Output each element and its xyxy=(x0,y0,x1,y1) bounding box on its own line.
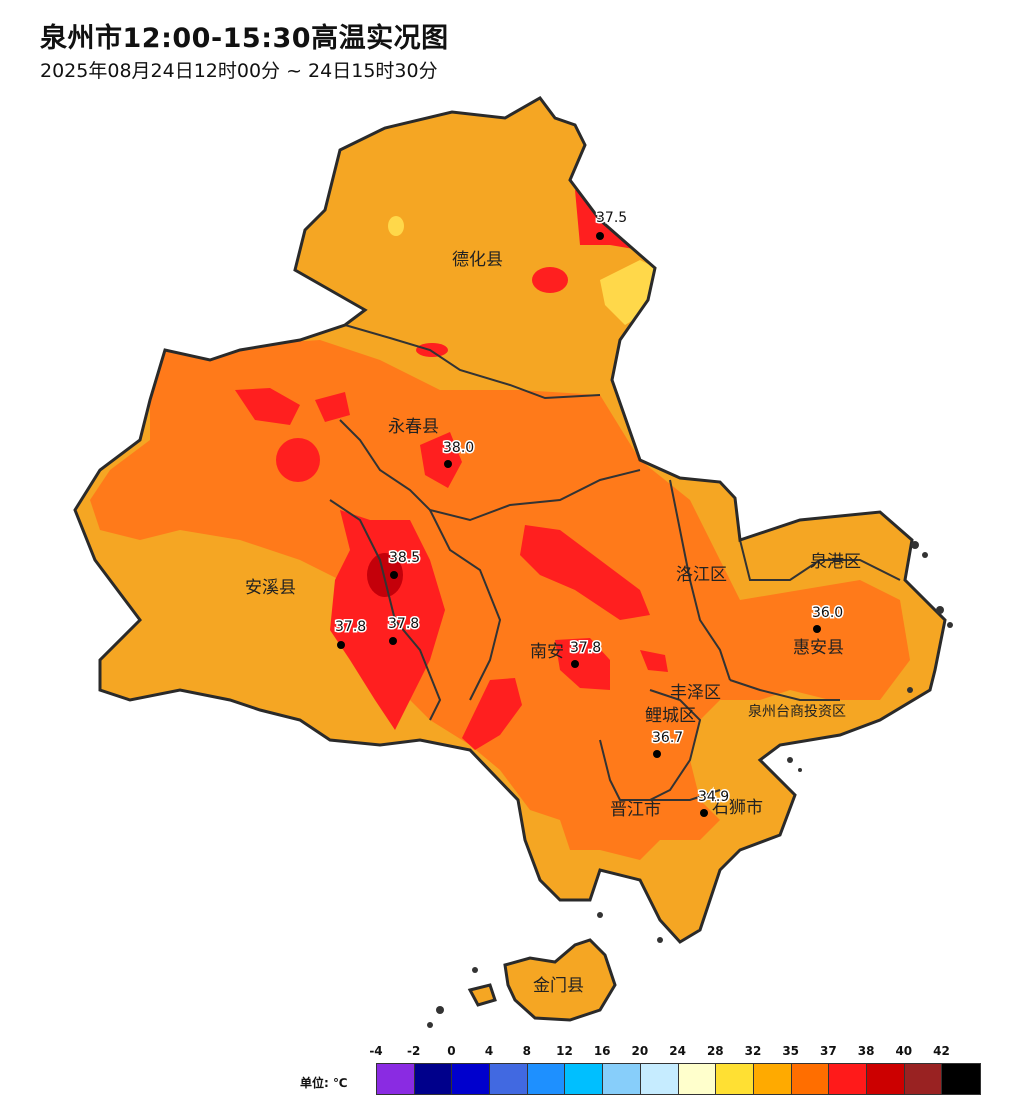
legend-color-bar xyxy=(376,1063,981,1095)
legend-tick-label: -2 xyxy=(407,1044,421,1058)
station-marker[interactable]: 36.7 xyxy=(651,729,685,758)
legend-swatch xyxy=(490,1064,528,1094)
legend-tick-label: 35 xyxy=(782,1044,800,1058)
station-value: 37.8 xyxy=(388,616,419,632)
label-nanan: 南安 xyxy=(530,642,564,662)
legend-tick-label: 0 xyxy=(447,1044,456,1058)
land-outline xyxy=(73,96,947,944)
station-marker[interactable]: 38.5 xyxy=(388,549,422,579)
legend-tick-label: 20 xyxy=(631,1044,649,1058)
legend-swatch xyxy=(377,1064,415,1094)
legend-swatch xyxy=(640,1064,679,1094)
legend-swatch xyxy=(603,1064,641,1094)
label-fengze: 丰泽区 xyxy=(670,683,721,703)
label-luojiang: 洛江区 xyxy=(676,565,727,585)
station-value: 37.5 xyxy=(596,210,627,226)
islands xyxy=(467,938,617,1022)
label-yongchun: 永春县 xyxy=(388,417,439,437)
legend-swatch xyxy=(414,1064,453,1094)
land-area xyxy=(73,96,953,1028)
legend-swatch xyxy=(904,1064,943,1094)
county-borders xyxy=(329,324,901,801)
label-dehua: 德化县 xyxy=(452,250,503,270)
legend-tick-label: 38 xyxy=(857,1044,875,1058)
station-value: 37.8 xyxy=(335,619,366,635)
label-quangang: 泉港区 xyxy=(810,552,861,572)
label-jinjiang: 晋江市 xyxy=(610,800,661,820)
legend-swatch xyxy=(942,1064,980,1094)
station-marker[interactable]: 37.8 xyxy=(334,618,368,649)
small-island xyxy=(467,983,497,1007)
station-value: 36.7 xyxy=(652,730,683,746)
legend-swatch xyxy=(565,1064,604,1094)
island-dots xyxy=(427,541,953,1028)
legend-swatch xyxy=(753,1064,792,1094)
station-value: 34.9 xyxy=(698,789,729,805)
legend-swatch xyxy=(866,1064,905,1094)
legend-tick-label: -4 xyxy=(369,1044,383,1058)
legend-tick-label: 37 xyxy=(820,1044,837,1058)
station-marker[interactable]: 37.8 xyxy=(387,615,421,645)
jinmen-island xyxy=(503,938,617,1022)
station-value: 38.0 xyxy=(443,440,474,456)
legend-unit-label: 单位: ℃ xyxy=(300,1076,348,1090)
legend-tick-label: 40 xyxy=(895,1044,913,1058)
map-title: 泉州市12:00-15:30高温实况图 xyxy=(40,23,449,54)
station-marker[interactable]: 34.9 xyxy=(697,788,731,817)
label-anxi: 安溪县 xyxy=(245,578,296,598)
label-huian: 惠安县 xyxy=(793,638,844,658)
legend-tick-label: 8 xyxy=(522,1044,531,1058)
label-shishi: 石狮市 xyxy=(712,798,763,818)
legend-swatch xyxy=(452,1064,491,1094)
label-licheng: 鲤城区 xyxy=(645,706,696,726)
station-value: 37.8 xyxy=(570,640,601,656)
legend-swatch xyxy=(791,1064,830,1094)
legend-tick-label: 28 xyxy=(706,1044,724,1058)
station-marker[interactable]: 36.0 xyxy=(811,604,845,633)
legend-tick-label: 16 xyxy=(593,1044,611,1058)
legend-tick-label: 4 xyxy=(484,1044,494,1058)
legend-tick-label: 24 xyxy=(669,1044,686,1058)
map-subtitle: 2025年08月24日12时00分 ~ 24日15时30分 xyxy=(40,60,438,82)
label-jinmen: 金门县 xyxy=(533,976,584,996)
station-marker[interactable]: 37.8 xyxy=(569,639,603,668)
legend-swatch xyxy=(678,1064,717,1094)
temperature-map: 德化县 永春县 安溪县 南安 洛江区 泉港区 惠安县 丰泽区 鲤城区 泉州台商投… xyxy=(73,96,953,1028)
station-value: 38.5 xyxy=(389,550,420,566)
legend-tick-label: 12 xyxy=(556,1044,573,1058)
legend-ticks: -4 -2 0 4 8 12 16 20 24 28 32 35 37 38 40 42 xyxy=(362,1044,1002,1060)
color-legend: 单位: ℃ -4 -2 0 4 8 12 16 20 24 28 32 35 37 38 40 42 xyxy=(300,1044,1000,1104)
legend-swatch xyxy=(716,1064,754,1094)
region-labels: 德化县 永春县 安溪县 南安 洛江区 泉港区 惠安县 丰泽区 鲤城区 泉州台商投… xyxy=(245,250,861,996)
legend-tick-label: 32 xyxy=(744,1044,762,1058)
label-taishang: 泉州台商投资区 xyxy=(748,703,846,720)
station-value: 36.0 xyxy=(812,605,843,621)
stations: 37.5 38.0 38.5 37.8 37.8 37.8 36.0 36.7 … xyxy=(334,209,845,817)
station-marker[interactable]: 38.0 xyxy=(442,439,476,468)
legend-swatch xyxy=(829,1064,867,1094)
station-marker[interactable]: 37.5 xyxy=(595,209,629,240)
legend-swatch xyxy=(527,1064,566,1094)
legend-tick-label: 42 xyxy=(933,1044,950,1058)
